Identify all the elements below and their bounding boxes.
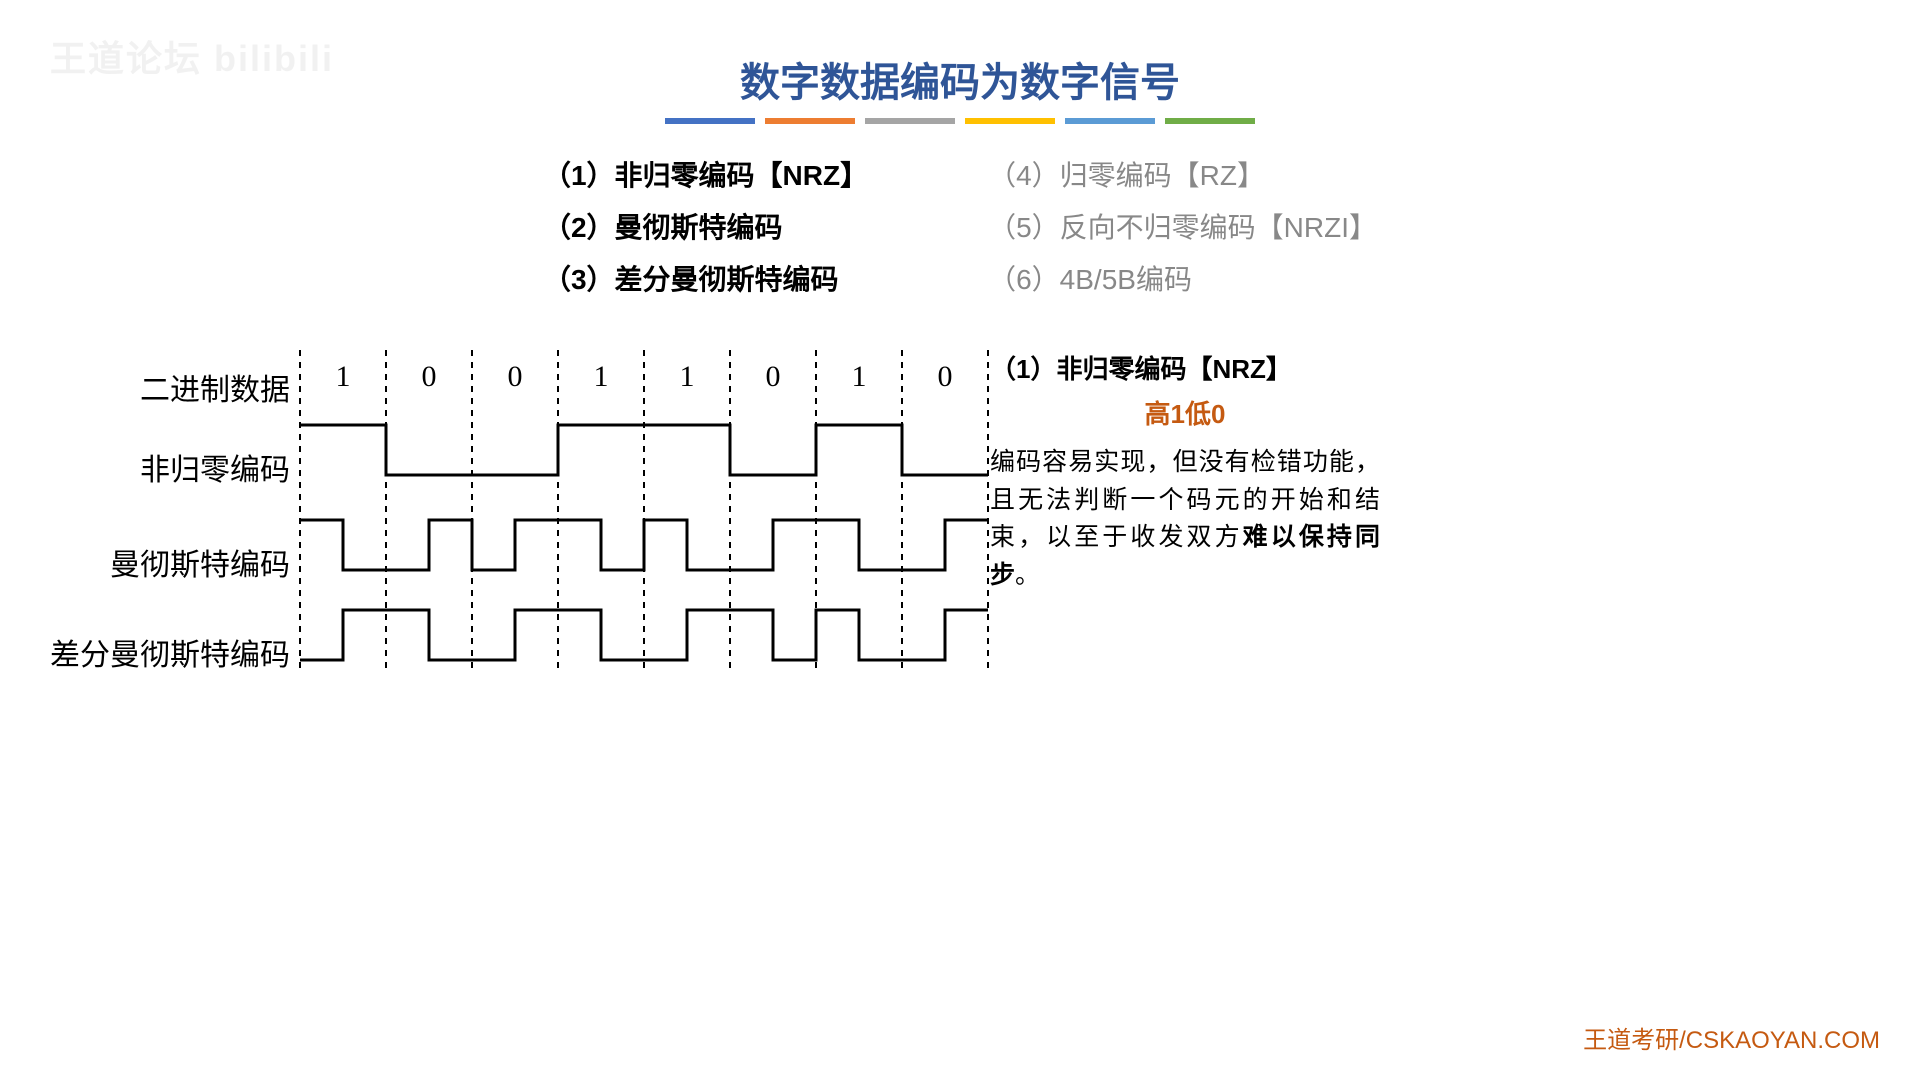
encoding-list-item: （3）差分曼彻斯特编码 bbox=[543, 258, 868, 298]
watermark: 王道论坛 bilibili bbox=[50, 30, 334, 82]
encoding-list-left: （1）非归零编码【NRZ】 （2）曼彻斯特编码 （3）差分曼彻斯特编码 bbox=[543, 154, 868, 298]
encoding-list-item: （5）反向不归零编码【NRZI】 bbox=[988, 206, 1377, 246]
encoding-list-item: （2）曼彻斯特编码 bbox=[543, 206, 868, 246]
explanation-header: （1）非归零编码【NRZ】 bbox=[990, 350, 1380, 389]
encoding-list: （1）非归零编码【NRZ】 （2）曼彻斯特编码 （3）差分曼彻斯特编码 （4）归零编… bbox=[0, 154, 1920, 298]
explanation-panel: （1）非归零编码【NRZ】 高1低0 编码容易实现，但没有检错功能，且无法判断一… bbox=[990, 350, 1380, 594]
title-underline bbox=[0, 118, 1920, 124]
encoding-list-item: （6）4B/5B编码 bbox=[988, 258, 1377, 298]
encoding-list-right: （4）归零编码【RZ】 （5）反向不归零编码【NRZI】 （6）4B/5B编码 bbox=[988, 154, 1377, 298]
explanation-desc: 编码容易实现，但没有检错功能，且无法判断一个码元的开始和结束，以至于收发双方难以… bbox=[990, 444, 1380, 594]
explanation-rule: 高1低0 bbox=[990, 395, 1380, 434]
encoding-list-item: （4）归零编码【RZ】 bbox=[988, 154, 1377, 194]
encoding-list-item: （1）非归零编码【NRZ】 bbox=[543, 154, 868, 194]
footer-credit: 王道考研/CSKAOYAN.COM bbox=[1583, 1020, 1880, 1055]
